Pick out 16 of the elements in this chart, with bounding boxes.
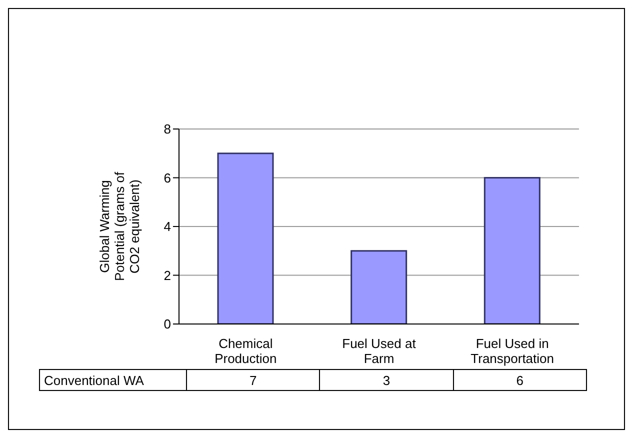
x-tick-label: Fuel Used at Farm	[342, 336, 416, 366]
y-tick-label: 8	[164, 122, 171, 137]
y-tick-label: 6	[164, 170, 171, 186]
bar	[217, 152, 274, 324]
text: Conventional WA	[40, 370, 186, 390]
data-label: 3	[320, 370, 454, 390]
data-label: 7	[186, 370, 320, 390]
y-tick-label: 0	[164, 316, 171, 332]
y-axis-title: Global Warming Potential (grams of CO2 equivalent)	[97, 172, 142, 282]
data-label: 6	[453, 370, 586, 390]
x-tick-label: Chemical Production	[214, 336, 277, 366]
x-tick-label: Fuel Used in Transportation	[470, 336, 554, 366]
bar	[350, 250, 408, 324]
bar	[484, 177, 540, 324]
y-tick-label: 2	[164, 268, 171, 283]
y-tick-label: 4	[164, 219, 171, 234]
